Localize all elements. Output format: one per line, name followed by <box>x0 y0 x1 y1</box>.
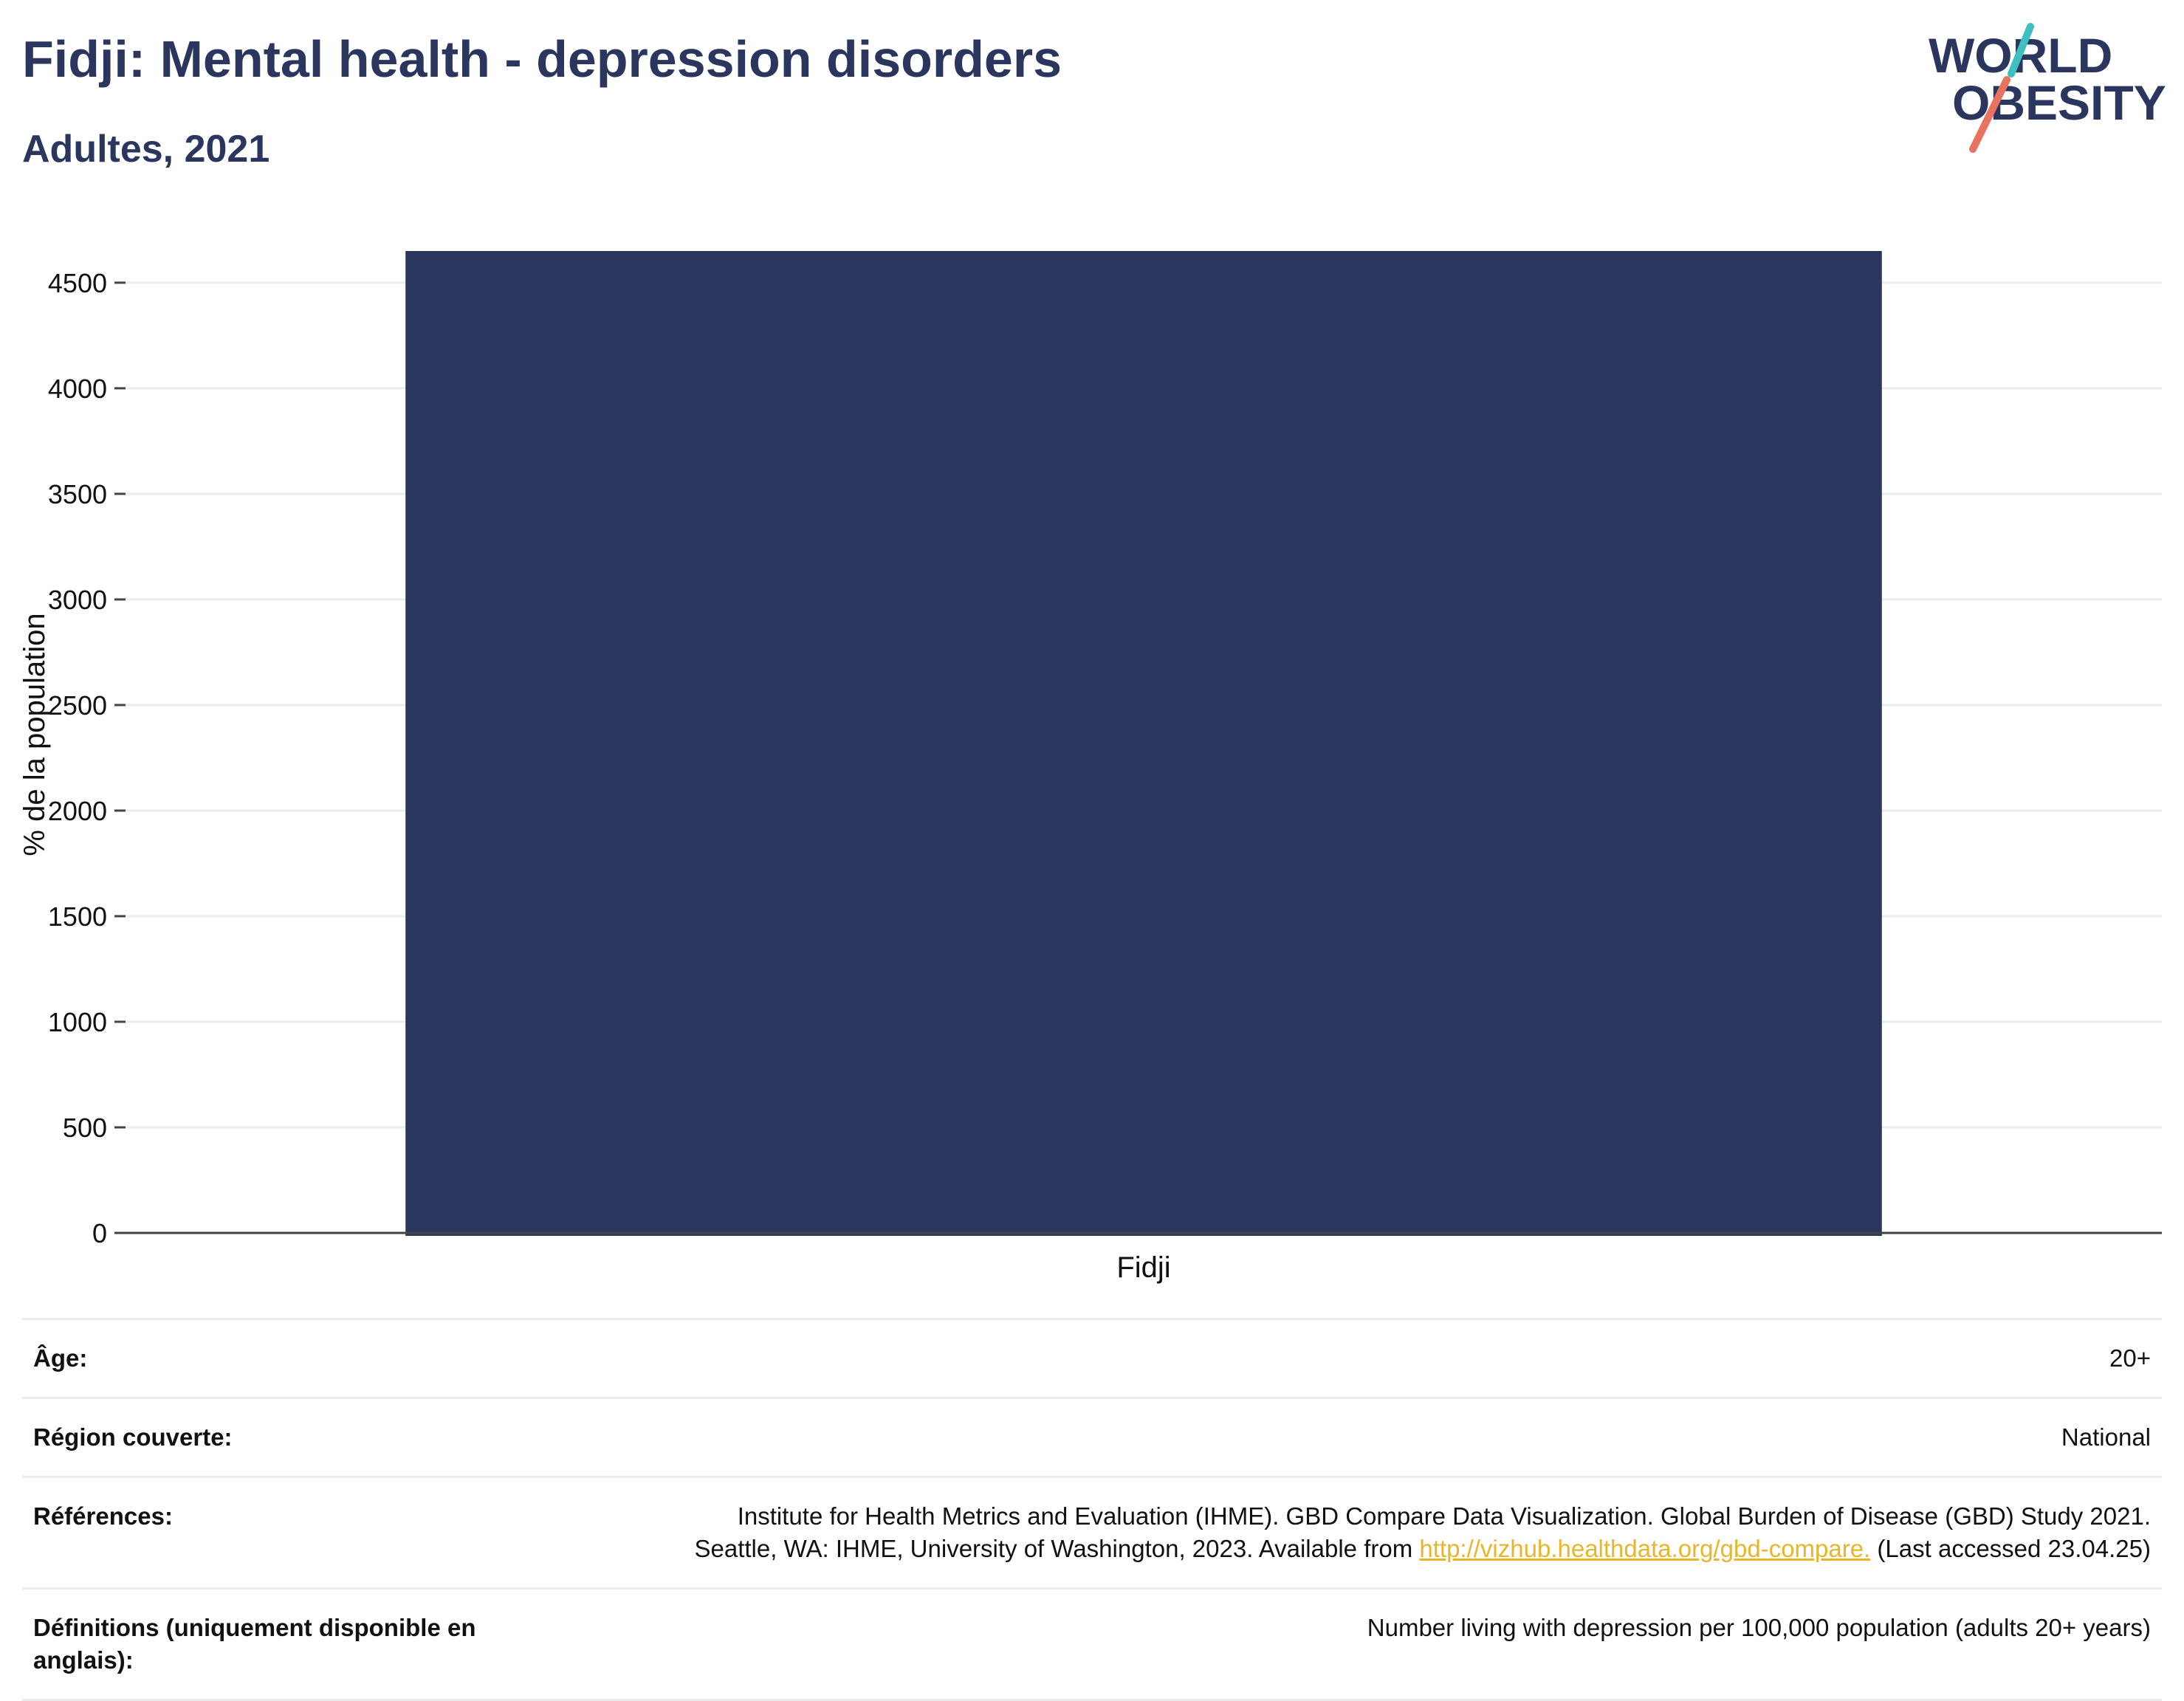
info-value-definitions: Number living with depression per 100,00… <box>1367 1614 2151 1641</box>
reference-line-1: Institute for Health Metrics and Evaluat… <box>737 1502 2151 1530</box>
y-tick-label: 3000 <box>48 585 107 615</box>
info-value-references: Institute for Health Metrics and Evaluat… <box>543 1500 2152 1565</box>
chart-subtitle: Adultes, 2021 <box>22 128 270 171</box>
x-tick-label: Fidji <box>1116 1251 1170 1284</box>
y-tick-label: 1500 <box>48 901 107 932</box>
logo-slash-teal <box>2008 23 2034 78</box>
info-value-age: 20+ <box>2109 1344 2151 1372</box>
chart-title: Fidji: Mental health - depression disord… <box>22 30 1062 88</box>
y-tick-label: 2500 <box>48 690 107 721</box>
reference-link[interactable]: http://vizhub.healthdata.org/gbd-compare… <box>1419 1535 1871 1562</box>
y-tick-label: 500 <box>63 1113 107 1143</box>
info-label-region: Région couverte: <box>33 1423 233 1451</box>
y-tick-label: 4000 <box>48 374 107 404</box>
y-tick-label: 4500 <box>48 268 107 298</box>
info-row-references: Références: Institute for Health Metrics… <box>22 1478 2162 1590</box>
info-label-definitions: Définitions (uniquement disponible en an… <box>33 1614 476 1674</box>
info-label-age: Âge: <box>33 1344 88 1372</box>
info-value-region: National <box>2061 1423 2151 1451</box>
y-axis-ticks: 0 500 1000 1500 2000 2500 3000 3500 4000 4500 <box>48 268 126 1248</box>
reference-line-2-post: (Last accessed 23.04.25) <box>1870 1535 2151 1562</box>
reference-line-2: Seattle, WA: IHME, University of Washing… <box>543 1533 2152 1565</box>
info-table: Âge: 20+ Région couverte: National Référ… <box>22 1318 2162 1701</box>
y-axis-label: % de la population <box>18 613 51 856</box>
x-axis-ticks: Fidji <box>1116 1251 1170 1284</box>
bar-fidji[interactable] <box>405 251 1882 1236</box>
reference-line-2-pre: Seattle, WA: IHME, University of Washing… <box>694 1535 1420 1562</box>
info-label-references: Références: <box>33 1502 173 1530</box>
info-row-definitions: Définitions (uniquement disponible en an… <box>22 1590 2162 1701</box>
y-tick-label: 1000 <box>48 1007 107 1037</box>
info-row-region: Région couverte: National <box>22 1399 2162 1478</box>
world-obesity-logo: WORLD OBESITY <box>1929 23 2166 153</box>
y-tick-label: 2000 <box>48 796 107 826</box>
bars <box>405 251 1882 1236</box>
info-row-age: Âge: 20+ <box>22 1320 2162 1399</box>
y-tick-label: 3500 <box>48 479 107 509</box>
logo-slash-coral <box>1969 76 2010 153</box>
y-tick-label: 0 <box>92 1218 107 1248</box>
bar-chart: 0 500 1000 1500 2000 2500 3000 3500 4000 4500 Fid… <box>18 251 2162 1284</box>
